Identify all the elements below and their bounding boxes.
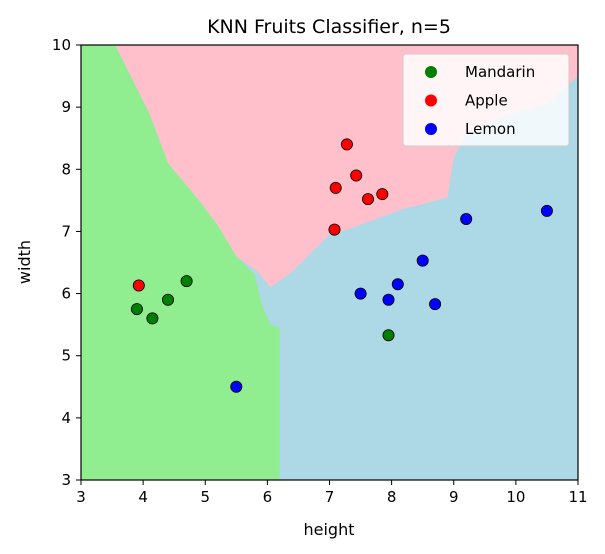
x-tick-label: 9 [449,488,459,506]
point-apple [361,193,374,206]
x-axis-label: height [304,520,355,539]
point-lemon [354,287,367,300]
point-lemon [416,254,429,267]
legend-marker-apple [425,94,437,107]
point-apple [132,279,145,292]
region-mandarin [81,45,280,480]
y-tick-label: 7 [61,222,71,240]
x-tick-label: 7 [325,488,335,506]
x-tick-label: 10 [506,488,525,506]
point-mandarin [180,275,193,288]
x-tick-label: 5 [200,488,210,506]
legend-box [402,53,570,147]
legend-label-mandarin: Mandarin [465,63,535,81]
legend-label-apple: Apple [465,92,508,110]
point-apple [340,138,353,151]
legend: Mandarin Apple Lemon [402,53,570,147]
point-mandarin [161,293,174,306]
chart-title: KNN Fruits Classifier, n=5 [207,16,451,38]
point-apple [376,188,389,201]
y-tick-label: 9 [61,98,71,116]
axis-ticks: 3 4 5 6 7 8 9 10 11 3 4 5 6 7 8 9 10 [52,36,588,506]
y-tick-label: 4 [61,409,71,427]
y-tick-label: 3 [61,471,71,489]
point-mandarin [382,329,395,342]
y-tick-label: 8 [61,160,71,178]
point-apple [328,223,341,236]
point-apple [329,181,342,194]
y-tick-label: 6 [61,285,71,303]
y-tick-label: 5 [61,347,71,365]
legend-marker-lemon [425,123,437,135]
point-lemon [382,293,395,306]
point-lemon [460,212,473,225]
legend-marker-mandarin [425,66,437,78]
x-tick-label: 6 [263,488,273,506]
y-axis-label: width [15,240,34,284]
point-mandarin [130,303,143,316]
point-mandarin [146,312,159,325]
x-tick-label: 3 [76,488,86,506]
point-apple [350,169,363,182]
point-lemon [540,204,553,217]
x-tick-label: 11 [568,488,587,506]
point-lemon [391,278,404,291]
point-lemon [230,380,243,393]
x-tick-label: 8 [387,488,397,506]
x-tick-label: 4 [138,488,148,506]
point-lemon [429,298,442,311]
y-tick-label: 10 [52,36,71,54]
legend-label-lemon: Lemon [465,120,516,138]
